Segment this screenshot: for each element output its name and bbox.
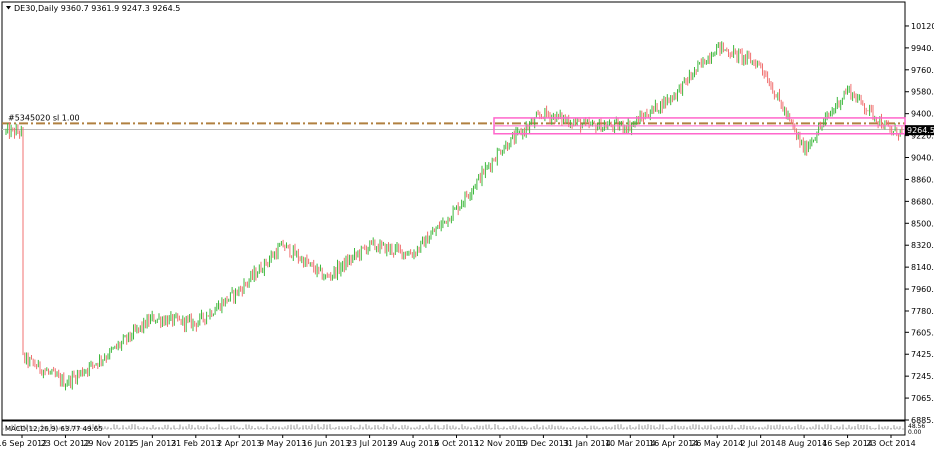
time-tick-label: 29 Nov 2012	[83, 439, 134, 448]
price-tick-label: 10120.0	[911, 22, 934, 31]
price-tick-label: 9940.0	[911, 44, 934, 53]
macd-label: MACD(12,26,9) 63.77 49.65	[5, 425, 103, 433]
time-tick-label: 8 Aug 2014	[781, 439, 827, 448]
price-tick-label: 8320.0	[911, 241, 934, 250]
price-tick-label: 9220.0	[911, 132, 934, 141]
macd-axis-label: 48.56	[908, 423, 925, 430]
time-tick-label: 2 Apr 2013	[217, 439, 261, 448]
time-tick-label: 23 Oct 2014	[866, 439, 915, 448]
time-tick-label: 29 Aug 2013	[387, 439, 438, 448]
price-axis: 10120.0 9940.0 9760.0 9580.0 9400.0 9220.0 904…	[905, 22, 934, 425]
symbol-info: DE30,Daily 9360.7 9361.9 9247.3 9264.5	[14, 4, 180, 13]
time-tick-label: 21 Feb 2013	[171, 439, 221, 448]
price-tick-label: 9580.0	[911, 88, 934, 97]
time-tick-label: 31 Jan 2014	[563, 439, 611, 448]
price-marker	[905, 125, 934, 136]
price-tick-label: 8140.0	[911, 263, 934, 272]
macd-axis-label: 0.00	[908, 429, 922, 436]
macd-histogram	[2, 424, 905, 430]
time-tick-label: 10 Mar 2014	[605, 439, 656, 448]
time-tick-label: 26 May 2014	[691, 439, 743, 448]
price-tick-label: 9040.0	[911, 154, 934, 163]
price-tick-label: 8680.0	[911, 197, 934, 206]
candles-group	[5, 41, 903, 391]
time-tick-label: 23 Oct 2012	[41, 439, 90, 448]
price-tick-label: 7065.0	[911, 394, 934, 403]
price-tick-label: 9760.0	[911, 66, 934, 75]
price-marker-text: 9264.5	[907, 126, 934, 135]
price-tick-label: 7780.0	[911, 307, 934, 316]
time-tick-label: 12 Nov 2013	[474, 439, 525, 448]
price-tick-label: 7425.0	[911, 350, 934, 359]
time-tick-label: 16 Jun 2013	[302, 439, 350, 448]
price-tick-label: 7245.0	[911, 372, 934, 381]
dropdown-triangle-icon[interactable]	[6, 6, 11, 10]
price-tick-label: 7605.0	[911, 328, 934, 337]
order-label: #5345020 sl 1.00	[8, 113, 80, 122]
time-tick-label: 23 Jul 2013	[347, 439, 392, 448]
price-tick-label: 6885.0	[911, 416, 934, 425]
time-tick-label: 2 Jul 2014	[741, 439, 781, 448]
time-tick-label: 9 May 2013	[259, 439, 306, 448]
time-tick-label: 16 Sep 2012	[0, 439, 47, 448]
time-tick-label: 6 Oct 2013	[434, 439, 478, 448]
price-tick-label: 9400.0	[911, 110, 934, 119]
time-tick-label: 16 Sep 2014	[822, 439, 873, 448]
time-tick-label: 19 Dec 2013	[518, 439, 569, 448]
price-tick-label: 8860.0	[911, 175, 934, 184]
price-tick-label: 8500.0	[911, 219, 934, 228]
price-tick-label: 7960.0	[911, 285, 934, 294]
time-tick-label: 15 Jan 2013	[128, 439, 176, 448]
time-tick-label: 16 Apr 2014	[649, 439, 698, 448]
